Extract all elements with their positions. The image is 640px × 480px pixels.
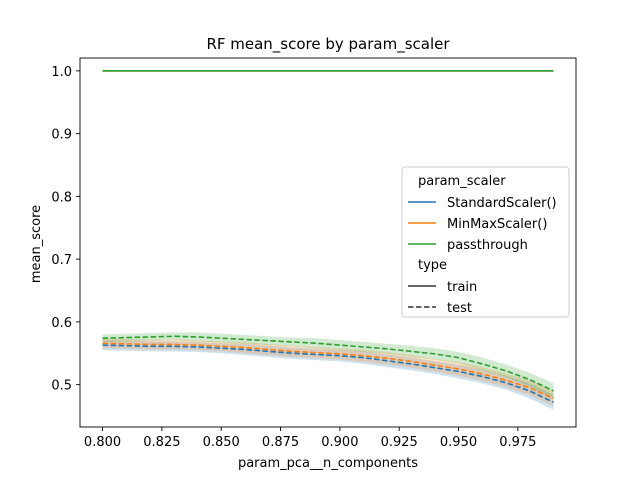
x-tick-label: 0.875 [262, 435, 299, 450]
series-2-test-line [102, 335, 554, 392]
legend: param_scaler StandardScaler() MinMaxScaler… [401, 166, 570, 318]
y-axis-label: mean_score [29, 205, 44, 283]
y-tick-label: 1.0 [51, 65, 72, 80]
legend-style-label-0: train [447, 280, 477, 295]
series-2-test-band [102, 332, 554, 399]
axes: 0.800 0.825 0.850 0.875 0.900 0.925 0.950 0.975… [51, 57, 577, 450]
y-tick-label: 0.5 [51, 379, 72, 394]
series-1-test-line [102, 342, 554, 400]
y-tick-label: 0.7 [51, 253, 72, 268]
x-axis-label: param_pca__n_components [238, 456, 418, 471]
y-tick-label: 0.9 [51, 128, 72, 143]
legend-label-2: passthrough [447, 238, 528, 253]
x-tick-label: 0.925 [381, 435, 418, 450]
legend-label-0: StandardScaler() [447, 196, 557, 211]
y-tick-label: 0.6 [51, 316, 72, 331]
chart-title: RF mean_score by param_scaler [206, 35, 450, 54]
legend-style-title: type [418, 258, 447, 273]
x-tick-label: 0.950 [440, 435, 477, 450]
x-tick-label: 0.850 [203, 435, 240, 450]
plot-area [102, 70, 554, 410]
x-tick-label: 0.800 [84, 435, 121, 450]
series-group [102, 70, 554, 410]
legend-box [401, 166, 570, 318]
x-tick-label: 0.825 [143, 435, 180, 450]
plot-frame [79, 57, 577, 428]
y-tick-label: 0.8 [51, 190, 72, 205]
series-0-test-line [102, 344, 554, 403]
legend-hue-title: param_scaler [418, 174, 506, 189]
x-tick-label: 0.900 [321, 435, 358, 450]
legend-label-1: MinMaxScaler() [447, 217, 547, 232]
x-tick-label: 0.975 [499, 435, 536, 450]
legend-style-label-1: test [447, 301, 472, 316]
